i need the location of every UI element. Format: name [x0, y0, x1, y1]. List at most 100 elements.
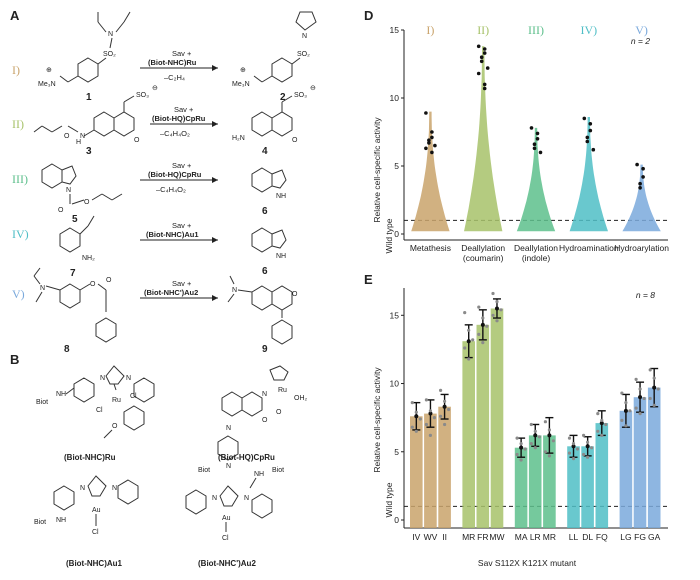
bar-iv	[410, 416, 423, 528]
bar-replicate-point	[634, 377, 638, 381]
svg-text:H₂N: H₂N	[232, 135, 245, 142]
bar-replicate-point	[481, 341, 485, 345]
chart-e-xtick-label: LR	[530, 532, 541, 542]
reaction-5-roman: V)	[12, 287, 25, 301]
svg-text:N: N	[302, 33, 307, 40]
violin-2-point	[479, 55, 484, 59]
chart-d-category-sublabel: (coumarin)	[463, 253, 504, 263]
reaction-4-catalyst: (Biot-NHC)Au1	[146, 230, 199, 239]
product-4-structure: SO₃ ⊖ O H₂N 4	[232, 85, 316, 157]
svg-text:O: O	[292, 291, 298, 298]
bar-mean-dot	[442, 404, 447, 409]
bar-replicate-point	[567, 451, 572, 455]
svg-text:NH: NH	[56, 391, 66, 398]
svg-text:N: N	[112, 485, 117, 492]
product-6-number-a: 6	[262, 206, 268, 217]
chart-e-ytick-label: 10	[390, 379, 400, 389]
bar-fq	[595, 423, 609, 528]
svg-text:Au: Au	[92, 507, 101, 514]
chart-d-axis: 0 5 10 15	[390, 25, 668, 241]
violin-4	[569, 117, 608, 232]
bar-replicate-point	[652, 376, 656, 380]
chart-d-group-label: IV)	[580, 23, 597, 37]
svg-text:Biot: Biot	[272, 467, 284, 474]
bar-mean-dot	[623, 408, 628, 413]
bar-replicate-point	[439, 388, 443, 392]
svg-text:N: N	[40, 285, 45, 292]
svg-text:NH: NH	[254, 471, 264, 478]
bar-ma	[514, 447, 528, 528]
product-2-number: 2	[280, 92, 286, 103]
chart-e-xtick-label: MR	[543, 532, 556, 542]
chart-e-xtick-label: GA	[648, 532, 661, 542]
bar-replicate-point	[604, 422, 608, 427]
chart-d-category-label: Hydroarylation	[614, 243, 669, 253]
svg-text:O: O	[58, 207, 64, 214]
bar-mr	[543, 435, 556, 528]
bar-mean-dot	[533, 433, 538, 438]
bar-replicate-point	[463, 311, 467, 315]
bar-replicate-point	[575, 447, 580, 451]
svg-text:NH₂: NH₂	[82, 255, 95, 262]
chart-d-category-label: Deallylation	[461, 243, 505, 253]
svg-text:N: N	[108, 31, 113, 38]
bar-replicate-point	[428, 433, 432, 437]
bar-replicate-point	[523, 447, 527, 451]
violin-3-point	[529, 126, 534, 130]
svg-text:O: O	[262, 417, 268, 424]
bar-replicate-point	[596, 412, 600, 416]
violin-2-point	[476, 44, 481, 49]
svg-text:Ru: Ru	[112, 397, 121, 404]
violin-4-point	[585, 139, 590, 144]
substrate-7-structure: NH₂ 7	[59, 215, 95, 279]
bar-mean-dot	[494, 306, 499, 311]
svg-text:N: N	[226, 425, 231, 432]
bar-dl	[581, 446, 594, 528]
bar-fg	[633, 397, 647, 528]
bar-replicate-point	[547, 428, 552, 432]
svg-text:–C₂H₄: –C₂H₄	[164, 73, 185, 82]
bar-replicate-point	[515, 452, 519, 457]
bar-mean-dot	[638, 395, 643, 400]
bar-replicate-point	[432, 416, 436, 420]
substrate-1-structure: Me₃N ⊕ SO₂ N 1	[38, 11, 131, 103]
chart-e-xtick-label: FQ	[596, 532, 608, 542]
violin-3	[516, 127, 556, 232]
svg-text:–C₄H₄O₂: –C₄H₄O₂	[156, 185, 186, 194]
chart-d-group-label: I)	[426, 23, 434, 37]
reaction-4-roman: IV)	[12, 227, 29, 241]
bar-replicate-point	[571, 442, 576, 446]
chart-d-group-label: II)	[477, 23, 489, 37]
chart-e-ytick-label: 5	[394, 447, 399, 457]
violin-5-point	[641, 166, 645, 171]
chart-e: Relative cell-specific activity Wild typ…	[372, 288, 668, 568]
svg-text:⊕: ⊕	[240, 67, 246, 74]
svg-text:SO₂: SO₂	[297, 51, 310, 58]
bar-replicate-point	[491, 291, 495, 296]
bar-mean-dot	[652, 385, 657, 390]
bar-replicate-point	[543, 450, 548, 454]
bar-replicate-point	[533, 446, 537, 450]
chart-e-xtick-label: MR	[462, 532, 475, 542]
svg-text:–C₄H₄O₂: –C₄H₄O₂	[160, 129, 190, 138]
bar-replicate-point	[648, 396, 652, 401]
svg-text:⊖: ⊖	[310, 85, 316, 92]
svg-text:N: N	[262, 391, 267, 398]
violin-2-point	[485, 66, 490, 70]
chart-d-ytick-label: 15	[390, 25, 400, 35]
svg-text:Me₃N: Me₃N	[232, 81, 250, 88]
violin-2-point	[482, 47, 487, 51]
bar-replicate-point	[537, 435, 541, 439]
violin-5-point	[641, 175, 645, 179]
bar-replicate-point	[600, 433, 604, 437]
svg-text:Cl: Cl	[96, 407, 103, 414]
bar-replicate-point	[567, 436, 572, 440]
bar-replicate-point	[551, 439, 556, 443]
bar-replicate-point	[443, 422, 447, 427]
chart-d-group-label: V)	[635, 23, 648, 37]
bar-replicate-point	[463, 346, 467, 350]
chart-d-ytick-label: 10	[390, 93, 400, 103]
product-9-number: 9	[262, 344, 268, 355]
violin-2	[464, 46, 503, 232]
bar-replicate-point	[485, 324, 489, 328]
